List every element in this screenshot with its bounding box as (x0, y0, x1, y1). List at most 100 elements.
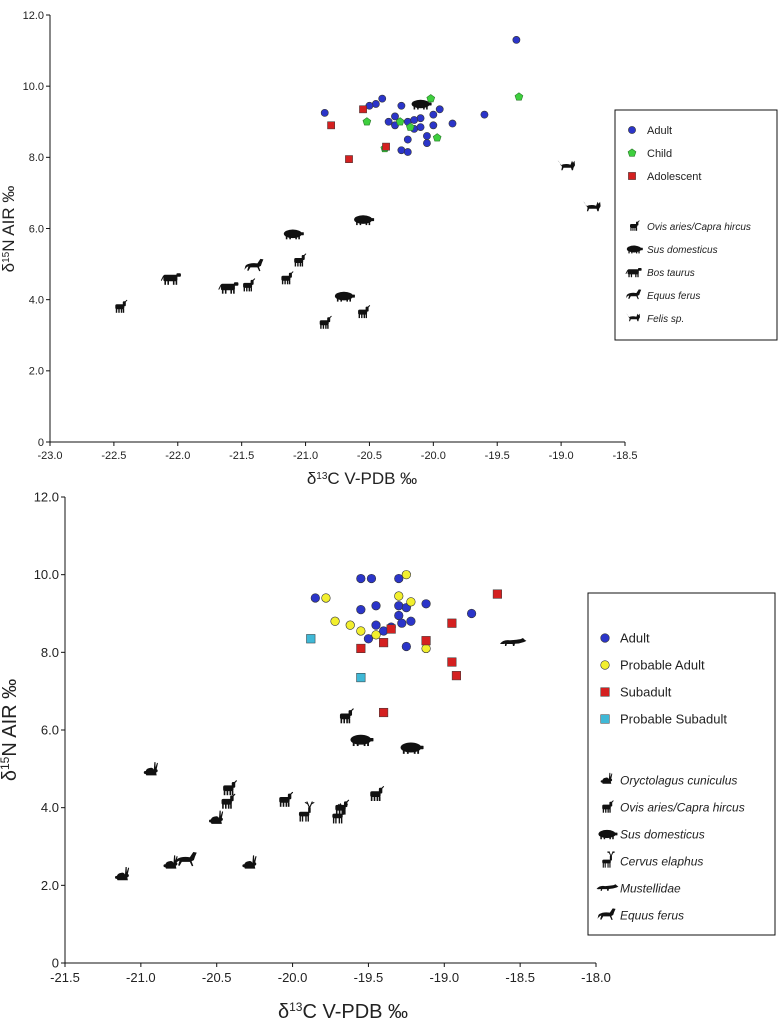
subadult-point (386, 624, 396, 634)
probable-subadult-point (306, 634, 316, 644)
adult-point (416, 114, 425, 123)
subadult-point (379, 707, 389, 718)
legend-marker (628, 126, 636, 134)
y-tick-label: 8.0 (29, 152, 44, 164)
legend-label: Probable Subadult (620, 712, 727, 727)
deer-icon (298, 801, 315, 822)
child-point (395, 117, 405, 126)
y-tick-label: 4.0 (41, 800, 59, 815)
legend-label: Subadult (620, 685, 672, 700)
adult-point (429, 110, 438, 119)
weasel-icon (499, 638, 527, 647)
legend-marker (600, 633, 610, 643)
subadult-point (421, 636, 431, 646)
subadult-point (447, 618, 457, 628)
x-tick-label: -20.5 (357, 450, 382, 462)
rabbit-icon (143, 762, 158, 776)
sheep-goat-icon (115, 299, 128, 313)
adolescent-point (382, 142, 390, 151)
child-point (362, 117, 372, 126)
adolescent-point (327, 121, 335, 130)
x-axis-title: δ13C V-PDB ‰ (278, 1000, 408, 1023)
adult-point (403, 148, 412, 156)
legend-label: Adolescent (647, 171, 701, 183)
adult-point (371, 100, 380, 108)
probable-adult-point (421, 643, 431, 654)
child-point (514, 92, 524, 101)
adult-point (320, 108, 329, 117)
legend-taxon-label: Equus ferus (647, 291, 700, 302)
rabbit-icon (600, 772, 613, 784)
legend-label: Adult (620, 631, 650, 646)
rabbit-icon (114, 866, 130, 881)
adult-point (366, 573, 377, 584)
pig-icon (334, 291, 355, 302)
adult-point (356, 573, 366, 584)
adult-point (435, 105, 444, 114)
y-axis-title: δ15N AIR ‰ (0, 186, 18, 273)
sheep-goat-icon (243, 278, 256, 292)
adult-point (429, 121, 438, 130)
legend-label: Child (647, 148, 672, 160)
probable-adult-point (345, 620, 355, 630)
pig-icon (626, 245, 643, 254)
weasel-icon (596, 884, 619, 891)
adult-point (371, 601, 381, 611)
x-tick-label: -21.5 (229, 450, 254, 462)
y-tick-label: 6.0 (41, 723, 59, 738)
legend-taxon-label: Mustellidae (620, 882, 681, 896)
legend: Adult Child Adolescent Ovis aries/Capra hir… (614, 109, 778, 341)
legend-taxon-label: Ovis aries/Capra hircus (647, 222, 751, 233)
cat-icon (583, 201, 601, 212)
adult-point (397, 146, 406, 155)
child-point (406, 122, 415, 131)
sheep-goat-icon (339, 708, 354, 724)
x-axis-title: δ13C V-PDB ‰ (307, 469, 417, 488)
sheep-goat-icon (319, 315, 332, 329)
adult-point (391, 112, 399, 121)
x-tick-label: -19.5 (354, 970, 384, 985)
subadult-point (492, 589, 502, 599)
adult-point (371, 620, 381, 630)
adult-point (401, 641, 411, 652)
legend-label: Adult (647, 125, 672, 137)
legend-taxon-label: Bos taurus (647, 268, 695, 279)
y-axis-title: δ15N AIR ‰ (0, 679, 21, 781)
adult-point (448, 119, 457, 128)
horse-icon (597, 908, 616, 921)
adult-point (403, 135, 412, 144)
probable-adult-point (330, 616, 340, 626)
child-point (426, 94, 436, 103)
y-tick-label: 2.0 (41, 878, 59, 893)
probable-subadult-point (356, 673, 366, 683)
legend-marker (600, 687, 610, 697)
legend-label: Probable Adult (620, 658, 705, 673)
rabbit-icon (163, 855, 178, 869)
cattle-icon (160, 273, 181, 285)
cat-icon (626, 313, 640, 322)
deer-icon (332, 803, 348, 824)
legend-taxon-label: Ovis aries/Capra hircus (620, 801, 745, 815)
x-tick-label: -19.5 (485, 450, 510, 462)
legend-taxon-label: Sus domesticus (647, 245, 718, 256)
adult-point (365, 101, 374, 110)
sheep-goat-icon (281, 271, 294, 285)
adult-point (384, 117, 393, 126)
x-tick-label: -20.0 (421, 450, 446, 462)
adult-point (356, 605, 366, 615)
legend-marker (600, 714, 610, 724)
adult-point (378, 94, 387, 103)
legend: Adult Probable Adult Subadult Probable Suba… (587, 592, 776, 936)
y-tick-label: 0 (38, 437, 44, 449)
adult-point (363, 634, 374, 644)
probable-adult-point (356, 626, 366, 636)
rabbit-icon (208, 810, 224, 824)
sheep-goat-icon (294, 253, 307, 267)
x-tick-label: -18.0 (581, 970, 611, 985)
adolescent-point (359, 105, 367, 114)
pig-icon (350, 734, 374, 747)
horse-icon (626, 289, 642, 300)
pig-icon (411, 99, 432, 110)
x-tick-label: -20.0 (278, 970, 308, 985)
